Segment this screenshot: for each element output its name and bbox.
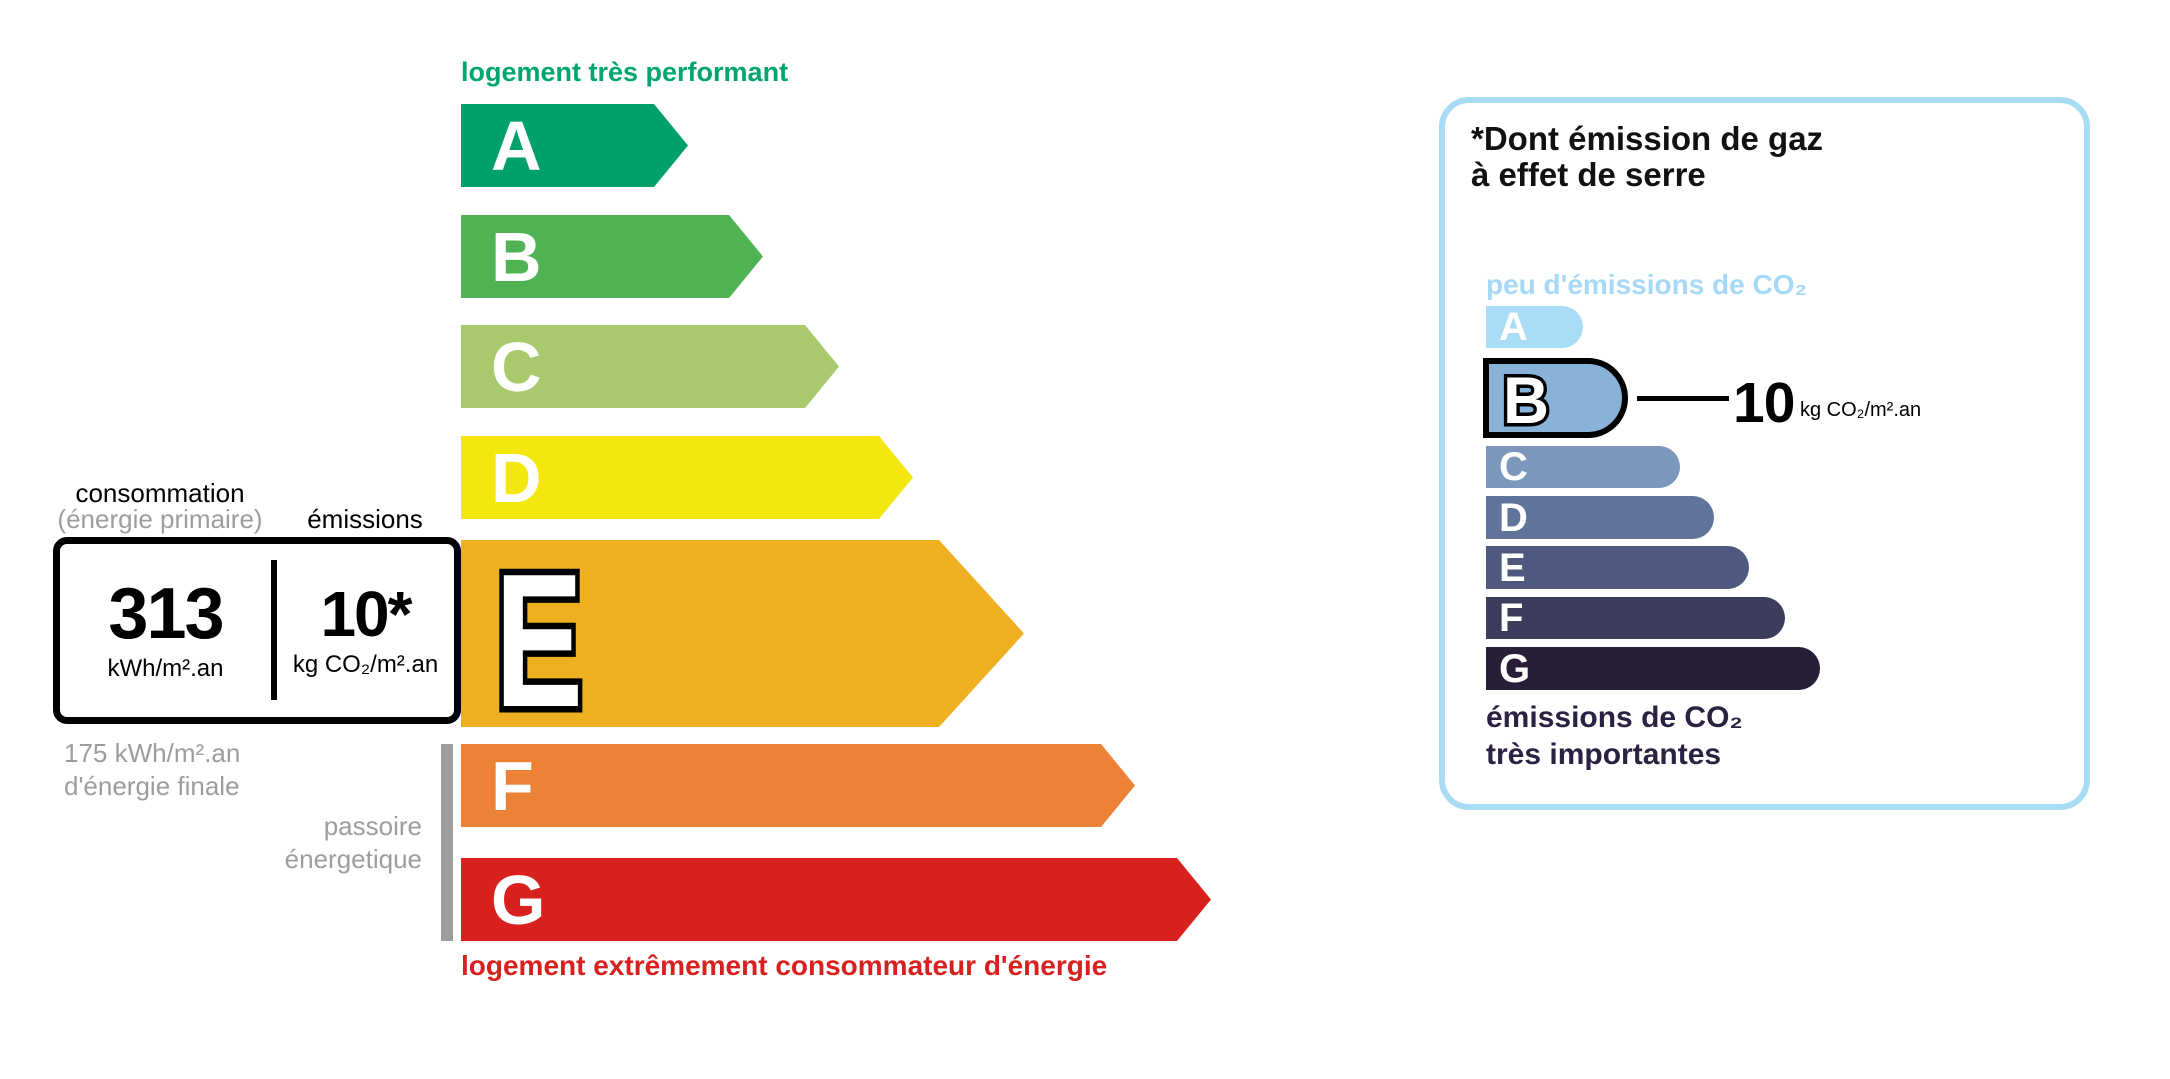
- consumption-cell: 313 kWh/m².an: [60, 544, 271, 717]
- co2-letter-a: A: [1499, 305, 1528, 349]
- energy-arrow-f: F: [461, 744, 1135, 827]
- co2-letter-e: E: [1499, 545, 1526, 590]
- energy-sieve-line2: énergetique: [284, 844, 422, 874]
- co2-letter-b-outlined: B: [1500, 360, 1553, 441]
- value-callout-line: [1637, 396, 1729, 401]
- co2-panel-title-line2: à effet de serre: [1471, 156, 1706, 193]
- emissions-cell: 10* kg CO₂/m².an: [277, 544, 454, 717]
- very-performant-label: logement très performant: [461, 57, 789, 87]
- energy-letter-d: D: [491, 438, 542, 517]
- final-energy-note: 175 kWh/m².an d'énergie finale: [64, 737, 240, 803]
- high-co2-label-line2: très importantes: [1486, 738, 1722, 771]
- energy-letter-f: F: [491, 746, 534, 825]
- energy-letter-g: G: [491, 860, 546, 939]
- energy-arrow-e-current: E: [461, 540, 1024, 727]
- consumption-label: consommation: [75, 478, 245, 508]
- consumption-value: 313: [108, 573, 224, 654]
- final-energy-note-line1: 175 kWh/m².an: [64, 738, 241, 768]
- co2-panel-title-line1: *Dont émission de gaz: [1471, 120, 1824, 157]
- svg-text:B: B: [1503, 363, 1549, 437]
- energy-arrow-g: G: [461, 858, 1211, 941]
- emissions-label: émissions: [307, 504, 423, 534]
- value-box-divider: [271, 560, 277, 700]
- co2-letter-g: G: [1499, 646, 1531, 691]
- co2-letter-f: F: [1499, 596, 1524, 640]
- co2-bar-a: A: [1486, 306, 1583, 348]
- co2-letter-d: D: [1499, 495, 1528, 540]
- energy-arrow-a: A: [461, 104, 688, 187]
- co2-emissions-panel: *Dont émission de gaz à effet de serre p…: [1439, 97, 2090, 810]
- sieve-bracket-bar: [441, 744, 453, 941]
- emissions-value: 10*: [320, 577, 412, 650]
- co2-bar-g: G: [1486, 647, 1820, 690]
- final-energy-note-line2: d'énergie finale: [64, 771, 240, 801]
- emissions-unit: kg CO₂/m².an: [292, 650, 439, 678]
- consumption-unit: kWh/m².an: [107, 654, 224, 682]
- co2-bar-e: E: [1486, 546, 1749, 589]
- low-co2-label: peu d'émissions de CO₂: [1486, 269, 1807, 300]
- energy-arrow-c: C: [461, 325, 839, 408]
- co2-value-unit: kg CO₂/m².an: [1800, 399, 1922, 421]
- co2-bar-b-current: B: [1483, 358, 1628, 441]
- energy-letter-b: B: [491, 217, 542, 296]
- energy-letter-a: A: [491, 106, 542, 185]
- co2-bar-f: F: [1486, 597, 1785, 639]
- high-co2-label-line1: émissions de CO₂: [1486, 701, 1743, 734]
- energy-sieve-line1: passoire: [323, 811, 422, 841]
- co2-bar-c: C: [1486, 446, 1680, 488]
- primary-energy-sublabel: (énergie primaire): [57, 504, 263, 534]
- high-co2-label: émissions de CO₂ très importantes: [1486, 699, 1743, 773]
- energy-letter-c: C: [491, 327, 542, 406]
- consumption-emissions-value-box: 313 kWh/m².an 10* kg CO₂/m².an: [53, 537, 461, 724]
- energy-arrow-d: D: [461, 436, 913, 519]
- co2-value: 10: [1733, 371, 1795, 435]
- co2-bar-d: D: [1486, 496, 1714, 539]
- extreme-consumer-label: logement extrêmement consommateur d'éner…: [461, 950, 1108, 981]
- svg-text:E: E: [495, 535, 583, 747]
- energy-sieve-label: passoire énergetique: [150, 810, 422, 876]
- co2-panel-title: *Dont émission de gaz à effet de serre: [1471, 121, 1823, 193]
- energy-arrow-b: B: [461, 215, 763, 298]
- co2-letter-c: C: [1499, 445, 1528, 489]
- energy-letter-e-outlined: E: [489, 556, 591, 714]
